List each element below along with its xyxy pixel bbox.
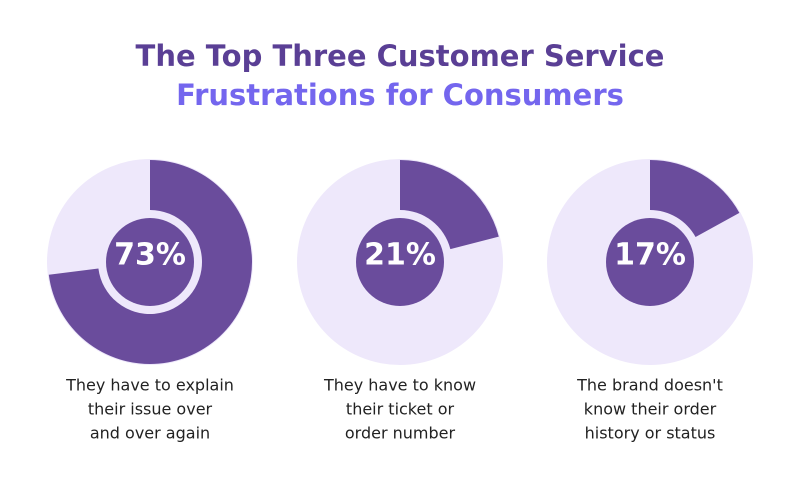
caption: They have to explain	[65, 376, 234, 395]
caption: order number	[345, 424, 456, 443]
caption: know their order	[584, 400, 717, 419]
caption: The brand doesn't	[576, 376, 723, 395]
caption: history or status	[585, 424, 716, 443]
caption: and over again	[90, 424, 210, 443]
segment	[650, 160, 740, 237]
value-label: 21%	[364, 238, 436, 273]
center	[106, 218, 194, 306]
caption: their ticket or	[346, 400, 455, 419]
center	[356, 218, 444, 306]
segment	[400, 160, 499, 250]
value-label: 17%	[614, 238, 686, 273]
caption: their issue over	[88, 400, 213, 419]
title-line-1: The Top Three Customer Service	[136, 39, 665, 73]
title-line-2: Frustrations for Consumers	[176, 78, 624, 112]
center	[606, 218, 694, 306]
value-label: 73%	[114, 238, 186, 273]
segment	[48, 160, 252, 364]
caption: They have to know	[323, 376, 476, 395]
